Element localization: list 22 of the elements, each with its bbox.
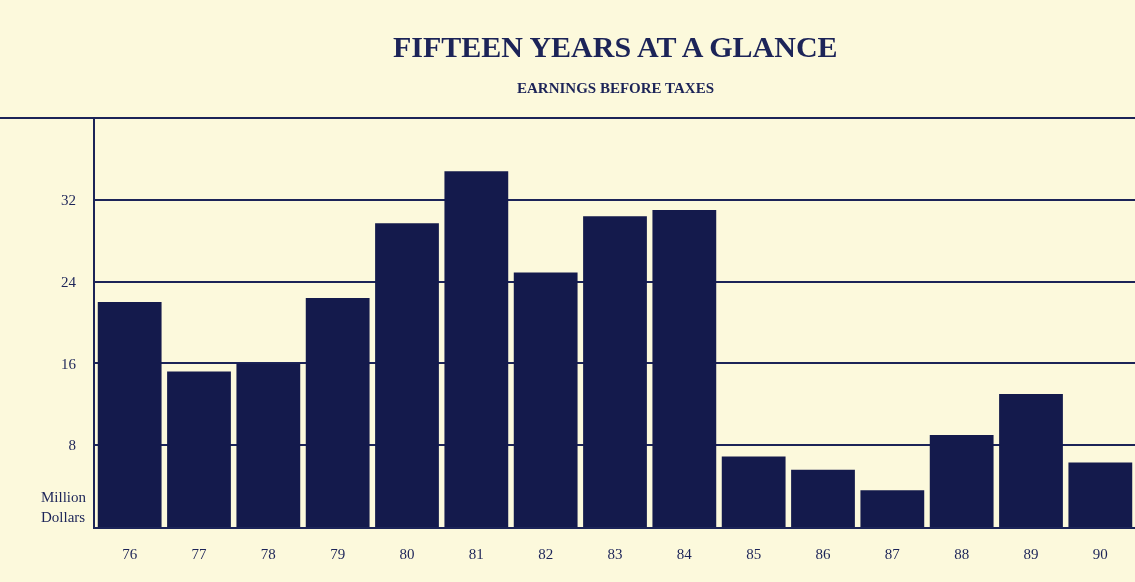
- y-tick-label: 32: [61, 192, 76, 209]
- x-tick-label: 82: [538, 546, 554, 562]
- x-tick-label: 89: [1023, 546, 1039, 562]
- y-tick-label: 8: [68, 437, 76, 454]
- x-tick-label: 85: [746, 546, 762, 562]
- x-tick-label: 83: [607, 546, 623, 562]
- x-tick-label: 84: [676, 546, 693, 562]
- x-tick-label: 87: [884, 546, 901, 562]
- y-tick-label: 24: [61, 273, 77, 290]
- x-tick-label: 78: [260, 546, 276, 562]
- y-tick-label: 16: [61, 355, 77, 372]
- x-tick-label: 80: [399, 546, 415, 562]
- x-tick-label: 86: [815, 546, 831, 562]
- x-tick-label: 76: [122, 546, 138, 562]
- x-tick-label: 77: [191, 546, 207, 562]
- chart-subtitle: EARNINGS BEFORE TAXES: [517, 80, 714, 96]
- x-tick-label: 88: [954, 546, 970, 562]
- y-axis-title: Million Dollars: [41, 489, 87, 525]
- x-tick-label: 79: [330, 546, 346, 562]
- chart-title: FIFTEEN YEARS AT A GLANCE: [393, 30, 838, 63]
- x-tick-label: 90: [1092, 546, 1108, 562]
- x-tick-label: 81: [468, 546, 484, 562]
